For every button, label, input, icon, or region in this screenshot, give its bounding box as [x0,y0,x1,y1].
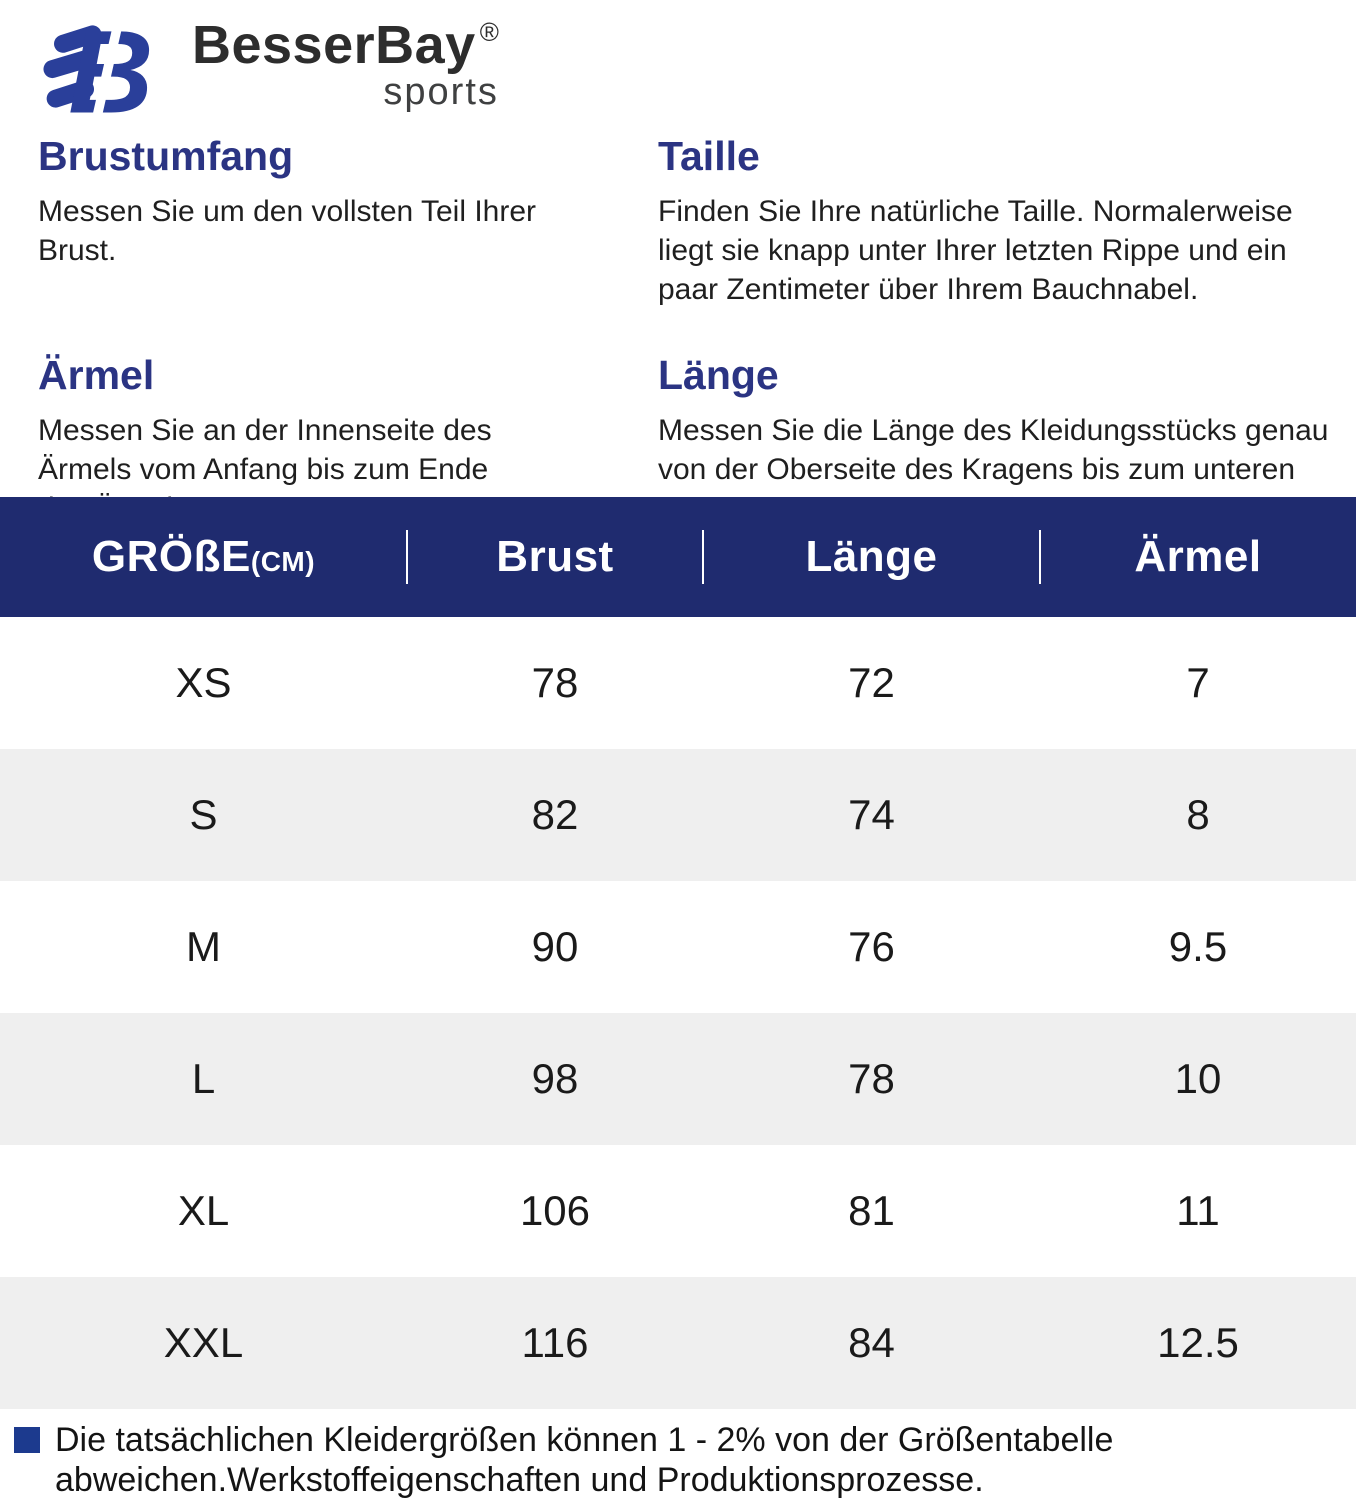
brand-tagline: sports [383,71,499,113]
header-divider [702,530,704,584]
table-row-xl: XL 106 81 11 [0,1145,1356,1277]
section-body-taille: Finden Sie Ihre natürliche Taille. Norma… [658,195,1293,307]
laenge-cell: 81 [848,1187,895,1234]
table-row-l: L 98 78 10 [0,1013,1356,1145]
section-title-taille: Taille [658,133,760,179]
size-table-header: GRÖßE(CM) Brust Länge Ärmel [0,497,1356,617]
aermel-cell: 11 [1176,1187,1220,1234]
laenge-cell: 74 [848,791,895,838]
size-cell: XS [175,659,232,706]
aermel-cell: 7 [1186,659,1210,706]
section-title-laenge: Länge [658,352,779,399]
table-row-xs: XS 78 72 7 [0,617,1356,749]
header-divider [406,530,408,584]
section-body-brustumfang: Messen Sie um den vollsten Teil Ihrer Br… [38,195,537,268]
brand-header: B BesserBay® sports [34,8,499,126]
aermel-cell: 9.5 [1168,923,1228,970]
brust-cell: 106 [519,1187,591,1234]
brust-cell: 90 [531,923,579,970]
brand-name-row: BesserBay ® [192,15,499,75]
table-row-xxl: XXL 116 84 12.5 [0,1277,1356,1409]
header-aermel-cell: Ärmel [1134,532,1262,581]
laenge-cell: 78 [848,1055,895,1102]
header-size-unit: (CM) [250,546,316,577]
section-taille: Taille Finden Sie Ihre natürliche Taille… [658,133,1332,309]
aermel-cell: 10 [1174,1055,1222,1102]
square-bullet-icon [14,1427,40,1453]
brand-text: BesserBay ® sports [192,8,499,114]
size-cell: XXL [163,1319,244,1366]
header-brust-cell: Brust [496,532,614,581]
table-row-m: M 90 76 9.5 [0,881,1356,1013]
footnote-text: Die tatsächlichen Kleidergrößen können 1… [55,1421,1114,1500]
registered-trademark: ® [479,17,499,47]
size-cell: XL [177,1187,230,1234]
header-divider [1039,530,1041,584]
size-table: GRÖßE(CM) Brust Länge Ärmel XS 78 72 7 S… [0,497,1356,1409]
table-row-s: S 82 74 8 [0,749,1356,881]
section-brustumfang: Brustumfang Messen Sie um den vollsten T… [38,133,658,309]
size-cell: L [191,1055,216,1102]
header-size-label: GRÖßE [91,532,251,581]
laenge-cell: 72 [848,659,895,706]
section-title-brustumfang: Brustumfang [38,133,294,179]
laenge-cell: 76 [848,923,895,970]
footnote: Die tatsächlichen Kleidergrößen können 1… [14,1420,1348,1500]
section-title-aermel: Ärmel [38,352,155,399]
laenge-cell: 84 [848,1319,895,1366]
size-cell: S [189,791,218,838]
brust-cell: 116 [521,1319,589,1366]
size-cell: M [186,923,221,970]
besserbay-b-icon: B [34,8,172,126]
brust-cell: 82 [531,791,579,838]
brust-cell: 78 [531,659,579,706]
header-laenge-cell: Länge [805,532,938,581]
measure-instructions: Brustumfang Messen Sie um den vollsten T… [38,133,1332,528]
brand-name: BesserBay [192,15,476,75]
aermel-cell: 8 [1186,791,1210,838]
brust-cell: 98 [531,1055,579,1102]
header-size-cell: GRÖßE(CM) [0,532,407,582]
aermel-cell: 12.5 [1157,1319,1239,1366]
